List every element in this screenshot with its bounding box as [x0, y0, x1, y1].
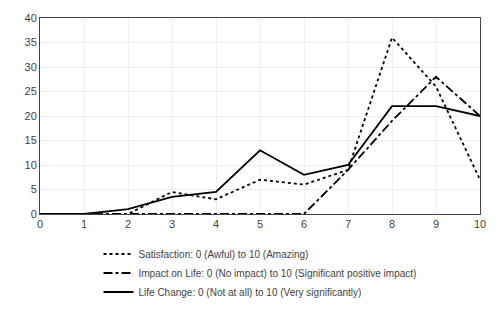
svg-text:0: 0 — [31, 208, 37, 220]
svg-text:1: 1 — [81, 218, 87, 230]
svg-text:4: 4 — [213, 218, 219, 230]
svg-text:10: 10 — [25, 159, 37, 171]
svg-text:6: 6 — [301, 218, 307, 230]
svg-text:5: 5 — [257, 218, 263, 230]
svg-text:7: 7 — [345, 218, 351, 230]
svg-text:40: 40 — [25, 12, 37, 24]
svg-text:30: 30 — [25, 61, 37, 73]
svg-text:15: 15 — [25, 134, 37, 146]
svg-text:Impact on Life: 0 (No impact): Impact on Life: 0 (No impact) to 10 (Sig… — [139, 268, 417, 279]
svg-text:Satisfaction: 0 (Awful) to 10: Satisfaction: 0 (Awful) to 10 (Amazing) — [139, 249, 309, 260]
svg-text:3: 3 — [169, 218, 175, 230]
svg-text:2: 2 — [125, 218, 131, 230]
svg-text:9: 9 — [433, 218, 439, 230]
svg-text:0: 0 — [37, 218, 43, 230]
svg-text:5: 5 — [31, 183, 37, 195]
svg-text:35: 35 — [25, 36, 37, 48]
svg-text:10: 10 — [474, 218, 486, 230]
svg-text:20: 20 — [25, 110, 37, 122]
svg-text:8: 8 — [389, 218, 395, 230]
svg-text:25: 25 — [25, 85, 37, 97]
svg-text:Life Change: 0 (Not at all) to: Life Change: 0 (Not at all) to 10 (Very … — [139, 287, 362, 298]
